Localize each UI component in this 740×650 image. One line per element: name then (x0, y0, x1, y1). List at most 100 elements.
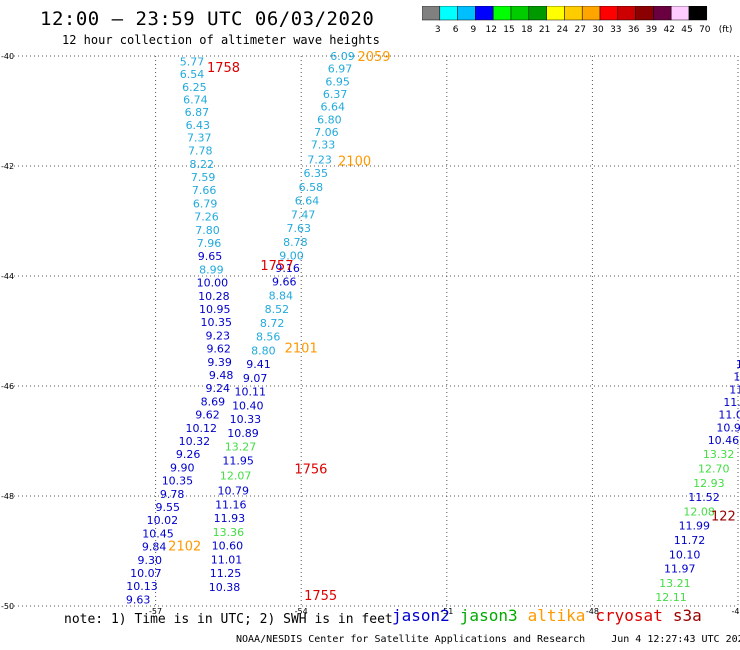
swh-data-point: 6.79 (193, 197, 218, 210)
legend-altika: altika (527, 606, 586, 625)
credit-text: NOAA/NESDIS Center for Satellite Applica… (236, 634, 586, 645)
colorbar-tick-label: 21 (539, 25, 550, 35)
swh-data-point: 7.37 (187, 131, 212, 144)
track-time-label: 2102 (168, 540, 201, 555)
swh-data-point: 7.23 (307, 153, 332, 166)
swh-data-point: 7.78 (188, 145, 213, 158)
swh-data-point: 6.25 (182, 81, 207, 94)
swh-data-point: 10.07 (130, 567, 162, 580)
swh-data-point: 10.32 (179, 435, 211, 448)
swh-data-point: 9.39 (207, 356, 232, 369)
colorbar-tick-label: 45 (681, 25, 692, 35)
x-tick-label: -48 (586, 607, 599, 616)
swh-data-point: 12.07 (220, 470, 252, 483)
chart-subtitle: 12 hour collection of altimeter wave hei… (62, 33, 380, 47)
swh-data-point: 10.45 (142, 527, 174, 540)
swh-data-point: 11. (729, 383, 740, 396)
legend-jason2: jason2 (392, 606, 450, 625)
swh-data-point: 9.62 (206, 343, 231, 356)
swh-data-point: 10.13 (126, 580, 158, 593)
swh-data-point: 6.80 (317, 113, 342, 126)
y-tick-label: -40 (1, 52, 14, 61)
swh-data-point: 11.72 (674, 534, 706, 547)
swh-data-point: 8.69 (201, 395, 226, 408)
swh-data-point: 10.35 (162, 475, 194, 488)
swh-data-point: 11.07 (718, 409, 740, 422)
swh-data-point: 7.33 (311, 139, 336, 152)
track-time-label: 1756 (294, 463, 327, 478)
chart-title: 12:00 – 23:59 UTC 06/03/2020 (40, 8, 375, 30)
legend-cryosat: cryosat (595, 606, 663, 625)
swh-data-point: 11.93 (214, 512, 246, 525)
swh-data-point: 9.41 (246, 358, 271, 371)
y-tick-label: -42 (1, 162, 14, 171)
swh-data-point: 9.63 (126, 593, 151, 606)
swh-data-point: 10.46 (708, 434, 740, 447)
colorbar-tick-label: 15 (503, 25, 514, 35)
colorbar-tick-label: 12 (485, 25, 496, 35)
x-tick-label: -45 (731, 607, 740, 616)
swh-data-point: 10.40 (232, 399, 264, 412)
colorbar-tick-label: 39 (646, 25, 658, 35)
swh-data-point: 6.64 (320, 101, 345, 114)
track-time-label: 2100 (338, 155, 371, 170)
colorbar-legend: 3 6 9 12 15 18 21 24 27 30 33 36 39 42 45 70 (ft) (422, 6, 732, 35)
swh-data-point: 11.25 (210, 567, 242, 580)
swh-data-point: 10 (736, 358, 740, 371)
swh-data-point: 9.07 (243, 372, 268, 385)
colorbar-tick-label: 36 (628, 25, 640, 35)
swh-data-point: 8.52 (265, 303, 290, 316)
swh-data-point: 10.35 (201, 316, 233, 329)
swh-data-point: 10.12 (185, 422, 217, 435)
swh-data-point: 8.84 (269, 289, 294, 302)
swh-data-point: 8.80 (251, 344, 276, 357)
series-track-2059-2100: 6.096.976.956.376.646.807.067.337.236.35… (209, 50, 355, 594)
swh-data-point: 8.78 (283, 236, 308, 249)
swh-data-point: 6.09 (330, 50, 355, 63)
colorbar-tick-label: 70 (699, 25, 711, 35)
swh-data-point: 9.66 (272, 276, 297, 289)
colorbar-tick-label: 42 (663, 25, 674, 35)
swh-data-point: 6.95 (325, 75, 350, 88)
swh-data-point: 8.99 (199, 263, 224, 276)
swh-data-point: 9.55 (155, 501, 180, 514)
swh-data-point: 9.00 (279, 250, 304, 263)
swh-data-point: 9.65 (198, 250, 223, 263)
swh-data-point: 10.89 (227, 427, 259, 440)
credit-line: NOAA/NESDIS Center for Satellite Applica… (236, 634, 740, 645)
swh-data-point: 11.01 (211, 553, 243, 566)
colorbar-tick-label: 18 (521, 25, 533, 35)
swh-data-point: 7.59 (191, 171, 216, 184)
swh-data-point: 12.93 (693, 477, 725, 490)
track-time-label: 122 (711, 509, 736, 524)
swh-data-point: 6.64 (295, 195, 320, 208)
colorbar-tick-label: 27 (574, 25, 585, 35)
swh-data-point: 9.84 (142, 541, 167, 554)
swh-data-point: 6.74 (183, 93, 208, 106)
swh-data-point: 11.2 (723, 396, 740, 409)
swh-data-point: 9.62 (195, 409, 220, 422)
swh-data-point: 10.00 (197, 277, 229, 290)
generated-timestamp: Jun 4 12:27:43 UTC 2020 (611, 634, 740, 645)
swh-data-point: 5.77 (180, 56, 205, 69)
swh-data-point: 10.02 (147, 514, 179, 527)
y-tick-label: -50 (1, 602, 14, 611)
swh-data-point: 6.54 (180, 68, 205, 81)
swh-data-point: 9.90 (170, 461, 195, 474)
swh-data-point: 7.47 (291, 208, 316, 221)
track-time-label: 2059 (357, 50, 390, 65)
swh-data-point: 12.08 (683, 505, 715, 518)
legend-s3a: s3a (672, 606, 702, 625)
colorbar-tick-label: 3 (435, 25, 441, 35)
swh-data-point: 7.26 (194, 211, 219, 224)
x-tick-label: -57 (149, 607, 162, 616)
series-track-1758-2102: 5.776.546.256.746.876.437.377.788.227.59… (126, 56, 233, 607)
swh-data-point: 7.06 (314, 126, 339, 139)
swh-data-point: 6.87 (185, 106, 210, 119)
x-tick-label: -51 (440, 607, 453, 616)
swh-data-point: 11.52 (688, 491, 720, 504)
colorbar-tick-label: 6 (453, 25, 459, 35)
y-tick-label: -46 (1, 382, 14, 391)
colorbar-tick-label: 9 (471, 25, 477, 35)
